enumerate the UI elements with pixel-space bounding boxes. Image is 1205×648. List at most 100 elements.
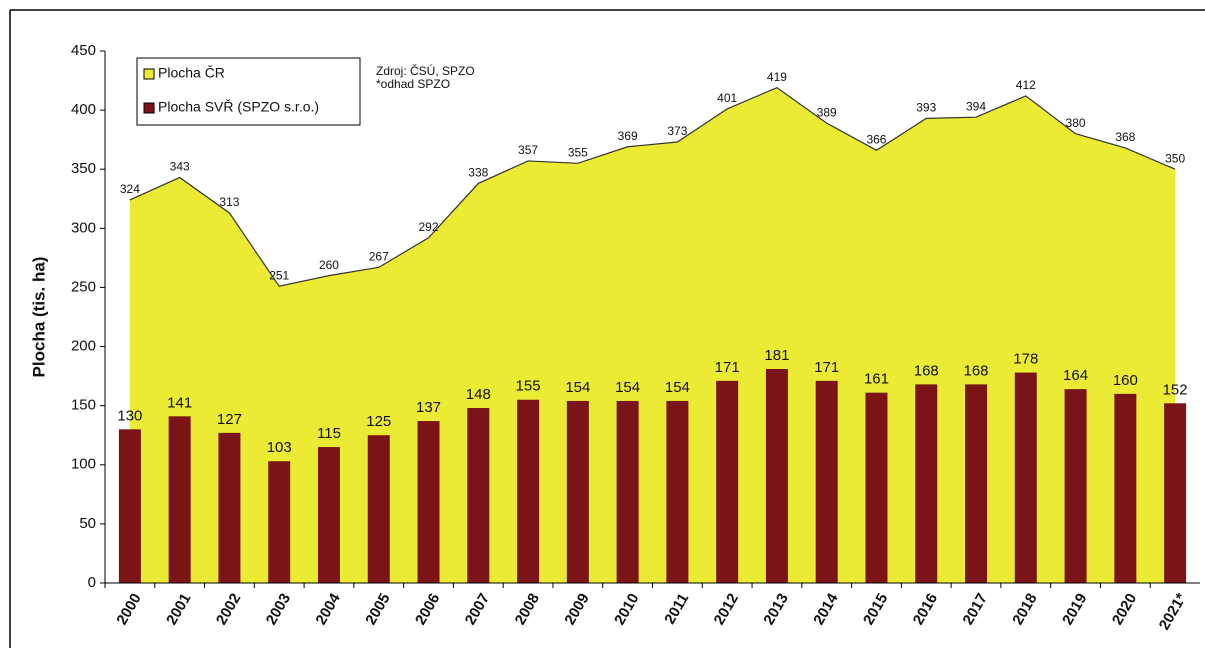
bar-value-label: 127 <box>217 411 242 428</box>
bar-value-label: 168 <box>914 362 939 379</box>
area-value-label: 260 <box>319 258 339 272</box>
x-tick-label: 2008 <box>512 590 543 627</box>
area-value-label: 394 <box>966 99 986 113</box>
area-value-label: 313 <box>219 195 239 209</box>
x-tick-label: 2015 <box>860 590 891 627</box>
x-tick-label: 2009 <box>561 590 592 627</box>
bar-value-label: 168 <box>964 362 989 379</box>
bar <box>815 380 838 583</box>
bar <box>1164 403 1187 583</box>
y-tick-label: 50 <box>79 515 96 532</box>
bar <box>118 429 141 583</box>
area-value-label: 355 <box>568 145 588 159</box>
x-tick-label: 2000 <box>113 590 144 627</box>
x-tick-label: 2020 <box>1109 590 1140 627</box>
x-tick-label: 2018 <box>1009 590 1040 627</box>
x-tick-label: 2021* <box>1156 590 1190 633</box>
area-value-label: 373 <box>667 124 687 138</box>
bar-value-label: 115 <box>317 425 341 442</box>
bar-value-label: 103 <box>267 439 292 456</box>
bar <box>915 384 938 583</box>
legend-swatch <box>143 68 155 80</box>
bar-value-label: 154 <box>665 379 690 396</box>
y-tick-label: 250 <box>71 278 96 295</box>
annotation: Zdroj: ČSÚ, SPZO <box>376 63 475 78</box>
y-axis-label: Plocha (tis. ha) <box>29 257 48 378</box>
bar <box>467 408 490 583</box>
x-tick-label: 2017 <box>960 590 991 627</box>
bar-value-label: 154 <box>565 379 590 396</box>
x-tick-label: 2016 <box>910 590 941 627</box>
x-tick-label: 2019 <box>1059 590 1090 627</box>
bar-value-label: 171 <box>814 359 839 376</box>
legend-label: Plocha ČR <box>158 65 225 81</box>
bar <box>716 380 739 583</box>
bar <box>317 447 340 583</box>
bar-value-label: 125 <box>366 413 391 430</box>
bar-value-label: 137 <box>416 399 441 416</box>
x-tick-label: 2014 <box>810 590 842 628</box>
area-value-label: 369 <box>618 129 638 143</box>
bar-value-label: 152 <box>1163 381 1188 398</box>
area-value-label: 419 <box>767 70 787 84</box>
bar-value-label: 181 <box>764 347 789 364</box>
area-value-label: 401 <box>717 91 737 105</box>
bar-value-label: 154 <box>615 379 640 396</box>
annotation: *odhad SPZO <box>376 77 450 91</box>
x-tick-label: 2013 <box>760 590 791 627</box>
x-tick-label: 2005 <box>362 590 393 627</box>
area-value-label: 338 <box>468 166 488 180</box>
y-tick-label: 450 <box>71 42 96 59</box>
bar <box>1114 393 1137 583</box>
y-tick-label: 300 <box>71 219 96 236</box>
bar <box>218 432 241 583</box>
bar-value-label: 130 <box>117 407 142 424</box>
x-tick-label: 2011 <box>661 590 692 627</box>
area-value-label: 412 <box>1016 78 1036 92</box>
area-value-label: 366 <box>866 132 886 146</box>
y-tick-label: 100 <box>71 456 96 473</box>
x-tick-label: 2006 <box>412 590 443 627</box>
bar-value-label: 164 <box>1063 367 1088 384</box>
legend-box <box>136 57 361 126</box>
bar <box>1014 372 1037 583</box>
area-value-label: 267 <box>369 250 389 264</box>
y-tick-label: 0 <box>88 574 96 591</box>
area-value-label: 380 <box>1066 116 1086 130</box>
area-value-label: 324 <box>120 182 140 196</box>
y-tick-label: 200 <box>71 338 96 355</box>
y-tick-label: 150 <box>71 397 96 414</box>
bar-value-label: 178 <box>1013 351 1038 368</box>
legend-label: Plocha SVŘ (SPZO s.r.o.) <box>158 99 319 115</box>
bar <box>765 369 788 583</box>
area-value-label: 251 <box>269 268 289 282</box>
area-value-label: 343 <box>170 160 190 174</box>
x-tick-label: 2010 <box>611 590 642 627</box>
bar <box>517 399 540 583</box>
bar <box>268 461 291 583</box>
area-line <box>129 86 1176 287</box>
bar-value-label: 155 <box>516 378 541 395</box>
bar <box>367 435 390 583</box>
bar-value-label: 141 <box>167 394 192 411</box>
area-value-label: 357 <box>518 143 538 157</box>
x-tick-label: 2012 <box>711 590 742 627</box>
bar-value-label: 161 <box>864 371 889 388</box>
bar <box>616 400 639 583</box>
x-tick-label: 2002 <box>213 590 244 627</box>
bar <box>666 400 689 583</box>
bar <box>1064 389 1087 583</box>
bar-value-label: 148 <box>466 386 491 403</box>
x-tick-label: 2003 <box>263 590 294 627</box>
bar <box>566 400 589 583</box>
area-value-label: 393 <box>916 101 936 115</box>
y-tick-label: 350 <box>71 160 96 177</box>
y-tick-label: 400 <box>71 101 96 118</box>
bar-value-label: 160 <box>1113 372 1138 389</box>
bar <box>168 416 191 583</box>
area-value-label: 350 <box>1165 151 1185 165</box>
bar-value-label: 171 <box>715 359 740 376</box>
area-value-label: 292 <box>419 220 439 234</box>
area-value-label: 389 <box>817 105 837 119</box>
